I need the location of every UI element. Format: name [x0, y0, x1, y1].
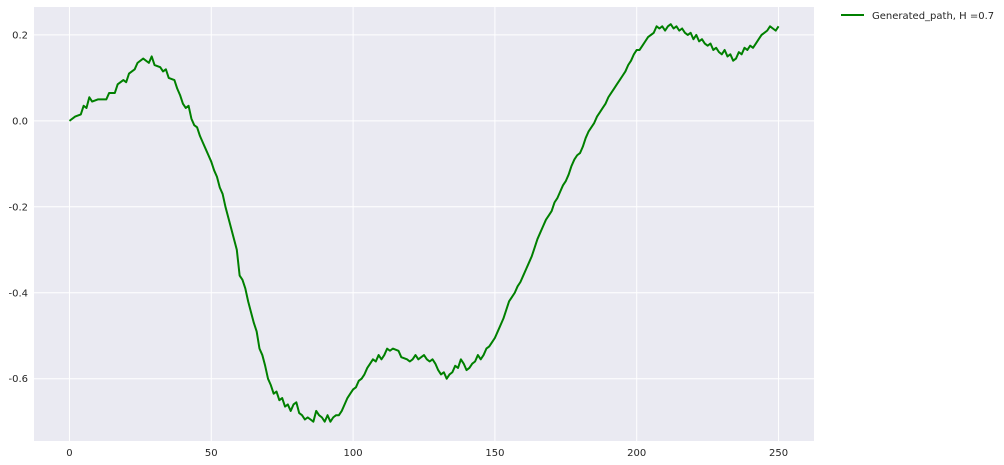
- x-tick-label: 250: [769, 448, 788, 459]
- x-tick-label: 0: [66, 448, 72, 459]
- x-tick-labels: 0 50 100 150 200 250: [66, 448, 788, 459]
- x-tick-label: 100: [344, 448, 363, 459]
- y-gridlines: [34, 34, 814, 380]
- y-tick-label: -0.6: [8, 374, 28, 385]
- series-layer: [68, 23, 780, 423]
- x-tick-label: 150: [485, 448, 504, 459]
- x-tick-label: 200: [627, 448, 646, 459]
- series-line: [68, 23, 780, 423]
- legend-label: Generated_path, H =0.7: [872, 11, 994, 22]
- y-tick-label: -0.2: [8, 202, 28, 213]
- y-tick-label: 0.2: [12, 30, 28, 41]
- y-tick-label: -0.4: [8, 288, 28, 299]
- y-tick-label: 0.0: [12, 116, 28, 127]
- plot-area: [34, 7, 814, 441]
- y-tick-labels: -0.6 -0.4 -0.2 0.0 0.2: [8, 30, 28, 385]
- legend: Generated_path, H =0.7: [841, 11, 994, 22]
- x-gridlines: [68, 7, 780, 441]
- x-tick-label: 50: [205, 448, 218, 459]
